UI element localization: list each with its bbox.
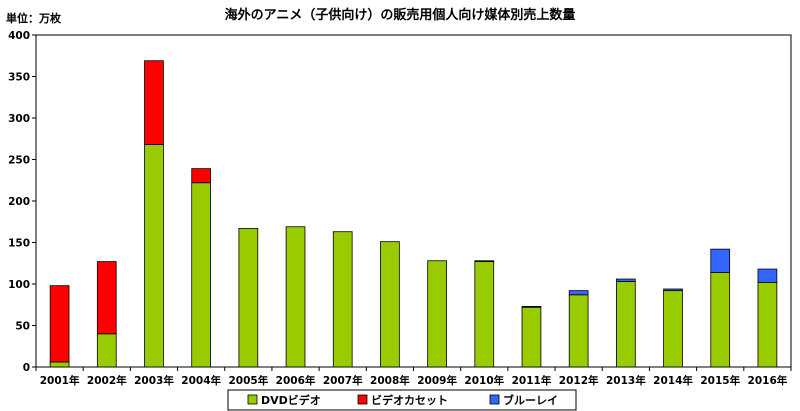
y-tick-label: 100	[8, 279, 30, 291]
x-tick-label: 2007年	[323, 374, 363, 387]
y-tick-label: 50	[15, 321, 30, 333]
unit-label: 単位：万枚	[6, 11, 62, 25]
bar-segment	[521, 306, 542, 308]
bar-segment	[474, 260, 495, 262]
y-tick-label: 250	[8, 155, 30, 167]
y-tick-label: 0	[23, 362, 30, 374]
bar-segment	[238, 227, 259, 368]
y-tick-label: 300	[8, 113, 30, 125]
bar-segment	[663, 288, 683, 292]
bar-segment	[191, 168, 211, 184]
legend-box	[227, 389, 577, 411]
legend-label: ビデオカセット	[371, 393, 448, 407]
bar-segment	[191, 182, 211, 368]
bar-segment	[285, 226, 306, 368]
bar-segment	[616, 281, 636, 368]
bar-segment	[663, 290, 683, 368]
x-tick-label: 2006年	[276, 374, 316, 387]
y-tick-label: 150	[8, 238, 30, 250]
bar-segment	[710, 271, 731, 368]
x-tick-label: 2004年	[181, 374, 221, 387]
x-tick-label: 2003年	[134, 374, 174, 387]
x-tick-label: 2010年	[464, 374, 504, 387]
bar-segment	[757, 268, 778, 283]
bar-segment	[380, 241, 400, 368]
bar-segment	[332, 231, 353, 368]
x-tick-label: 2009年	[417, 374, 457, 387]
bar-segment	[144, 144, 164, 368]
bar-segment	[568, 290, 589, 296]
bar-segment	[521, 306, 542, 368]
x-tick-label: 2014年	[653, 374, 693, 387]
legend-swatch	[357, 394, 368, 405]
x-tick-label: 2005年	[228, 374, 268, 387]
bar-segment	[757, 281, 778, 368]
bar-segment	[474, 261, 495, 368]
y-tick-label: 200	[8, 196, 30, 208]
bar-segment	[49, 361, 70, 368]
bar-segment	[144, 60, 164, 145]
legend-label: DVDビデオ	[261, 393, 321, 407]
y-tick-label: 350	[8, 72, 30, 84]
bar-segment	[96, 333, 117, 368]
chart-title: 海外のアニメ（子供向け）の販売用個人向け媒体別売上数量	[225, 7, 576, 23]
x-tick-label: 2011年	[512, 374, 552, 387]
legend-swatch	[489, 394, 500, 405]
bar-segment	[427, 260, 447, 368]
bar-segment	[96, 261, 117, 335]
legend-label: ブルーレイ	[503, 393, 558, 407]
x-tick-label: 2013年	[606, 374, 646, 387]
legend: DVDビデオ ビデオカセット ブルーレイ	[227, 389, 577, 411]
bar-segment	[568, 294, 589, 368]
bar-segment	[616, 278, 636, 282]
x-tick-label: 2016年	[748, 374, 788, 387]
x-tick-label: 2002年	[87, 374, 127, 387]
bar-segment	[49, 285, 70, 363]
bar-segment	[710, 248, 731, 273]
x-tick-label: 2008年	[370, 374, 410, 387]
y-tick-label: 400	[8, 30, 30, 42]
legend-swatch	[247, 394, 258, 405]
x-tick-label: 2012年	[559, 374, 599, 387]
plot-area: 0 50 100 150 200 250 300 350 400 2001年 2002年 2003年 2…	[8, 30, 792, 387]
x-tick-label: 2015年	[700, 374, 740, 387]
x-tick-label: 2001年	[40, 374, 80, 387]
